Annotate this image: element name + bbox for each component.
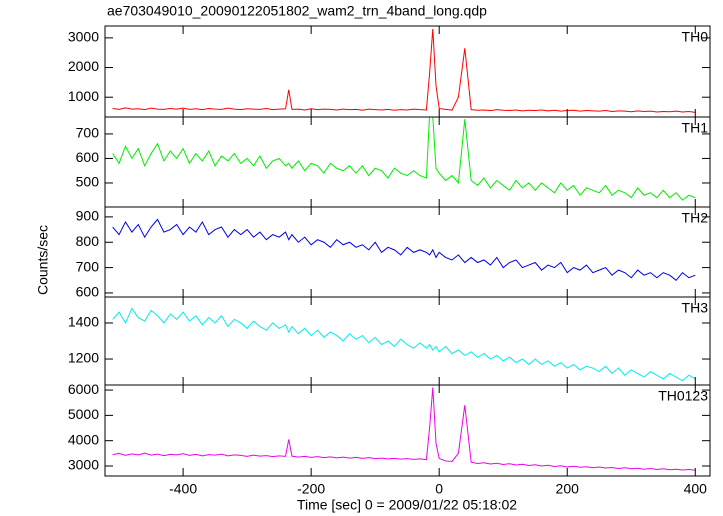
y-tick-label: 5000 xyxy=(68,406,99,422)
panel-frame xyxy=(104,296,711,386)
y-tick-label: 2000 xyxy=(68,58,99,74)
y-tick-label: 1400 xyxy=(68,314,99,330)
x-tick-label: 400 xyxy=(684,481,708,497)
panel-label: TH0 xyxy=(682,29,709,45)
y-tick-label: 3000 xyxy=(68,29,99,45)
y-tick-label: 6000 xyxy=(68,381,99,397)
y-tick-label: 700 xyxy=(76,125,100,141)
panel-label: TH1 xyxy=(682,120,709,136)
y-tick-label: 700 xyxy=(76,258,100,274)
data-line xyxy=(112,117,696,201)
y-tick-label: 800 xyxy=(76,233,100,249)
x-tick-label: -200 xyxy=(297,481,325,497)
x-tick-label: 200 xyxy=(556,481,580,497)
y-tick-label: 1000 xyxy=(68,88,99,104)
x-tick-label: 0 xyxy=(435,481,443,497)
panel-label: TH3 xyxy=(682,300,709,316)
y-axis-label: Counts/sec xyxy=(35,225,51,295)
y-tick-label: 500 xyxy=(76,174,100,190)
y-tick-label: 600 xyxy=(76,284,100,300)
panel-label: TH2 xyxy=(682,210,709,226)
data-line xyxy=(112,307,696,382)
x-tick-label: -400 xyxy=(169,481,197,497)
data-line xyxy=(112,28,696,113)
panel-frame xyxy=(104,384,711,477)
y-tick-label: 600 xyxy=(76,149,100,165)
data-line xyxy=(112,387,696,471)
y-tick-label: 1200 xyxy=(68,350,99,366)
chart-title: ae703049010_20090122051802_wam2_trn_4ban… xyxy=(107,3,487,19)
y-tick-label: 3000 xyxy=(68,457,99,473)
y-tick-label: 4000 xyxy=(68,431,99,447)
panel-frame xyxy=(104,25,711,118)
panel-frame xyxy=(104,206,711,298)
data-line xyxy=(112,218,696,281)
panel-frame xyxy=(104,116,711,208)
x-axis-label: Time [sec] 0 = 2009/01/22 05:18:02 xyxy=(297,497,517,513)
y-tick-label: 900 xyxy=(76,208,100,224)
panel-label: TH0123 xyxy=(658,388,708,404)
